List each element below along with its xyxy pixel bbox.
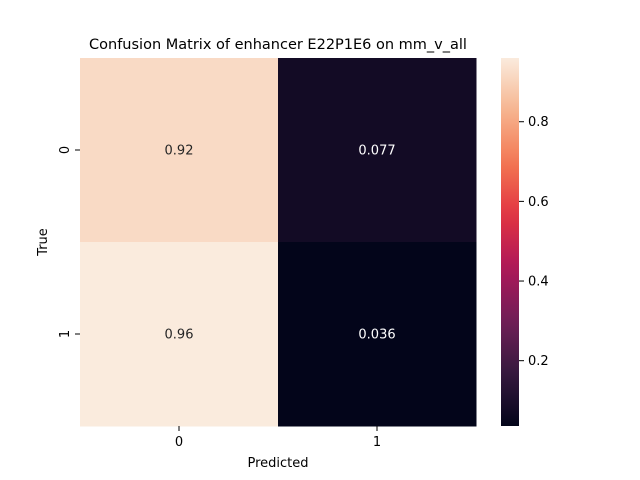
cell-annotation: 0.96 bbox=[165, 328, 194, 343]
chart-title: Confusion Matrix of enhancer E22P1E6 on … bbox=[89, 37, 467, 53]
heatmap-cell bbox=[80, 242, 279, 427]
y-axis-label: True bbox=[36, 228, 51, 257]
cell-annotation: 0.036 bbox=[358, 328, 395, 343]
y-tick-label: 0 bbox=[58, 146, 73, 154]
heatmap-cell bbox=[80, 58, 279, 243]
heatmap-cell bbox=[278, 58, 477, 243]
colorbar: 0.2 0.4 0.6 0.8 bbox=[501, 58, 549, 426]
cell-annotation: 0.077 bbox=[358, 144, 395, 159]
colorbar-tick-label: 0.4 bbox=[528, 275, 549, 290]
x-tick-label: 1 bbox=[373, 435, 381, 450]
colorbar-gradient bbox=[501, 58, 519, 426]
y-tick-label: 1 bbox=[58, 330, 73, 338]
colorbar-tick-label: 0.6 bbox=[528, 195, 549, 210]
x-tick-label: 0 bbox=[175, 435, 183, 450]
heatmap-cells: 0.92 0.077 0.96 0.036 bbox=[80, 58, 477, 427]
heatmap-cell bbox=[278, 242, 477, 427]
colorbar-tick-label: 0.8 bbox=[528, 115, 549, 130]
y-axis: 01 bbox=[58, 146, 80, 338]
x-axis-label: Predicted bbox=[247, 456, 308, 471]
colorbar-tick-label: 0.2 bbox=[528, 354, 549, 369]
cell-annotation: 0.92 bbox=[165, 144, 194, 159]
